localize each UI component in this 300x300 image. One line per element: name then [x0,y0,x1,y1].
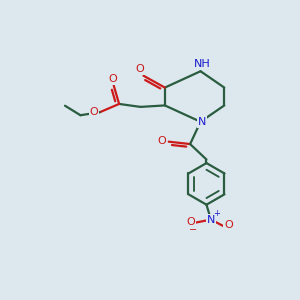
Text: O: O [109,74,118,84]
Text: +: + [213,209,220,218]
Text: N: N [198,117,206,127]
Text: O: O [89,107,98,117]
Text: O: O [224,220,233,230]
Text: O: O [158,136,167,146]
Text: N: N [207,214,215,224]
Text: −: − [189,225,197,235]
Text: O: O [136,64,144,74]
Text: NH: NH [194,59,210,69]
Text: O: O [186,217,195,227]
